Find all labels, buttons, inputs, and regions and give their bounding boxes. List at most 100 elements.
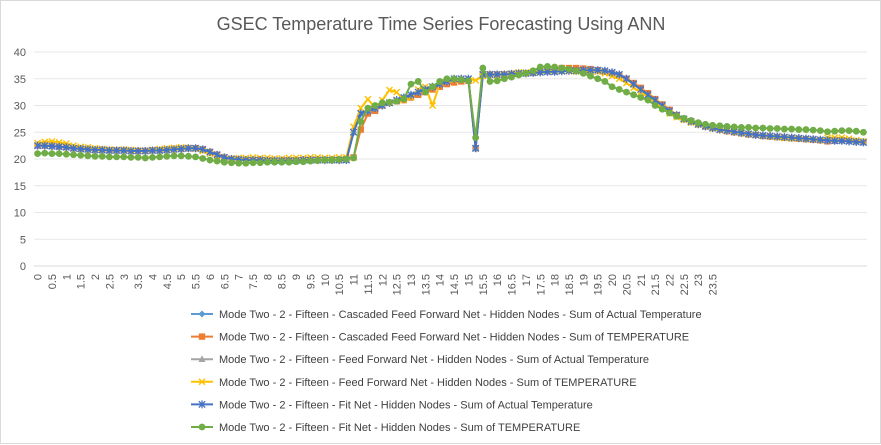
- data-point: [91, 152, 99, 160]
- x-tick-label: 21: [636, 274, 648, 286]
- data-point: [493, 70, 501, 79]
- data-point: [41, 141, 49, 150]
- series-line: [37, 69, 864, 162]
- data-point: [127, 153, 135, 161]
- data-point: [357, 104, 365, 112]
- x-tick-label: 11: [349, 274, 361, 285]
- data-point: [184, 144, 193, 153]
- legend-marker: [198, 423, 206, 431]
- plot-area: [33, 63, 868, 167]
- data-point: [644, 96, 652, 104]
- data-point: [84, 152, 92, 160]
- x-tick-label: 20: [607, 274, 619, 286]
- data-point: [787, 133, 796, 142]
- data-point: [192, 153, 199, 161]
- data-point: [752, 124, 760, 132]
- legend-marker: [198, 400, 206, 409]
- legend: Mode Two - 2 - Fifteen - Cascaded Feed F…: [191, 309, 702, 434]
- data-point: [558, 64, 566, 72]
- data-point: [816, 135, 824, 144]
- data-point: [860, 128, 867, 136]
- x-tick-label: 19: [578, 274, 590, 286]
- x-tick-label: 0.5: [47, 274, 59, 289]
- data-point: [824, 128, 831, 136]
- series-5: [33, 66, 868, 165]
- data-point: [177, 144, 185, 153]
- data-point: [364, 95, 372, 103]
- y-tick-label: 20: [14, 154, 26, 166]
- data-point: [465, 77, 472, 85]
- data-point: [680, 114, 688, 122]
- data-point: [321, 156, 329, 164]
- y-tick-label: 15: [14, 181, 26, 193]
- data-point: [148, 146, 157, 155]
- data-point: [256, 159, 264, 167]
- y-tick-label: 0: [20, 261, 26, 273]
- legend-item: Mode Two - 2 - Fifteen - Fit Net - Hidde…: [191, 399, 593, 411]
- data-point: [744, 129, 753, 138]
- data-point: [91, 145, 99, 154]
- data-point: [637, 94, 645, 101]
- data-point: [400, 95, 408, 103]
- data-point: [788, 125, 795, 133]
- data-point: [673, 112, 681, 120]
- legend-marker: [198, 333, 206, 340]
- data-point: [795, 134, 803, 143]
- data-point: [572, 67, 580, 75]
- x-tick-label: 0: [33, 274, 45, 280]
- x-tick-label: 4.5: [162, 274, 174, 289]
- data-point: [184, 152, 192, 160]
- series-6: [34, 63, 867, 167]
- legend-item: Mode Two - 2 - Fifteen - Cascaded Feed F…: [191, 309, 702, 321]
- data-point: [177, 152, 185, 160]
- data-point: [357, 126, 364, 133]
- data-point: [709, 121, 717, 129]
- data-point: [149, 153, 156, 161]
- data-point: [62, 143, 70, 152]
- y-tick-label: 10: [14, 208, 26, 220]
- data-point: [335, 156, 343, 163]
- data-point: [393, 97, 401, 105]
- data-point: [479, 64, 487, 72]
- data-point: [84, 145, 92, 154]
- data-point: [206, 148, 214, 157]
- x-tick-label: 5: [176, 274, 188, 280]
- data-point: [716, 122, 724, 130]
- data-point: [199, 155, 207, 162]
- data-point: [809, 126, 817, 134]
- data-point: [414, 78, 422, 85]
- x-tick-label: 6: [205, 274, 217, 280]
- data-point: [838, 136, 846, 145]
- data-point: [838, 127, 846, 135]
- data-point: [429, 102, 437, 109]
- data-point: [134, 146, 142, 155]
- data-point: [831, 136, 839, 145]
- data-point: [41, 149, 49, 157]
- data-point: [766, 131, 774, 140]
- data-point: [780, 133, 789, 142]
- data-point: [615, 70, 623, 79]
- data-point: [105, 146, 114, 155]
- x-tick-label: 8: [262, 274, 274, 280]
- data-point: [773, 125, 781, 132]
- data-point: [615, 86, 623, 93]
- data-point: [594, 75, 602, 83]
- data-point: [658, 105, 666, 113]
- data-point: [823, 136, 832, 145]
- data-point: [242, 159, 250, 167]
- data-point: [457, 76, 465, 84]
- data-point: [629, 80, 638, 89]
- data-point: [191, 144, 200, 153]
- x-tick-label: 2.5: [104, 274, 116, 289]
- data-point: [529, 67, 537, 75]
- data-point: [393, 88, 401, 96]
- x-tick-label: 5.5: [191, 274, 203, 289]
- y-axis-ticks: 0 5 10 15 20 25 30 35 40: [14, 47, 26, 273]
- data-point: [48, 142, 56, 151]
- x-tick-label: 14.5: [449, 274, 461, 295]
- x-tick-label: 9.5: [305, 274, 317, 289]
- x-tick-label: 18: [550, 274, 562, 286]
- data-point: [802, 134, 810, 143]
- data-point: [508, 73, 515, 81]
- data-point: [349, 128, 358, 137]
